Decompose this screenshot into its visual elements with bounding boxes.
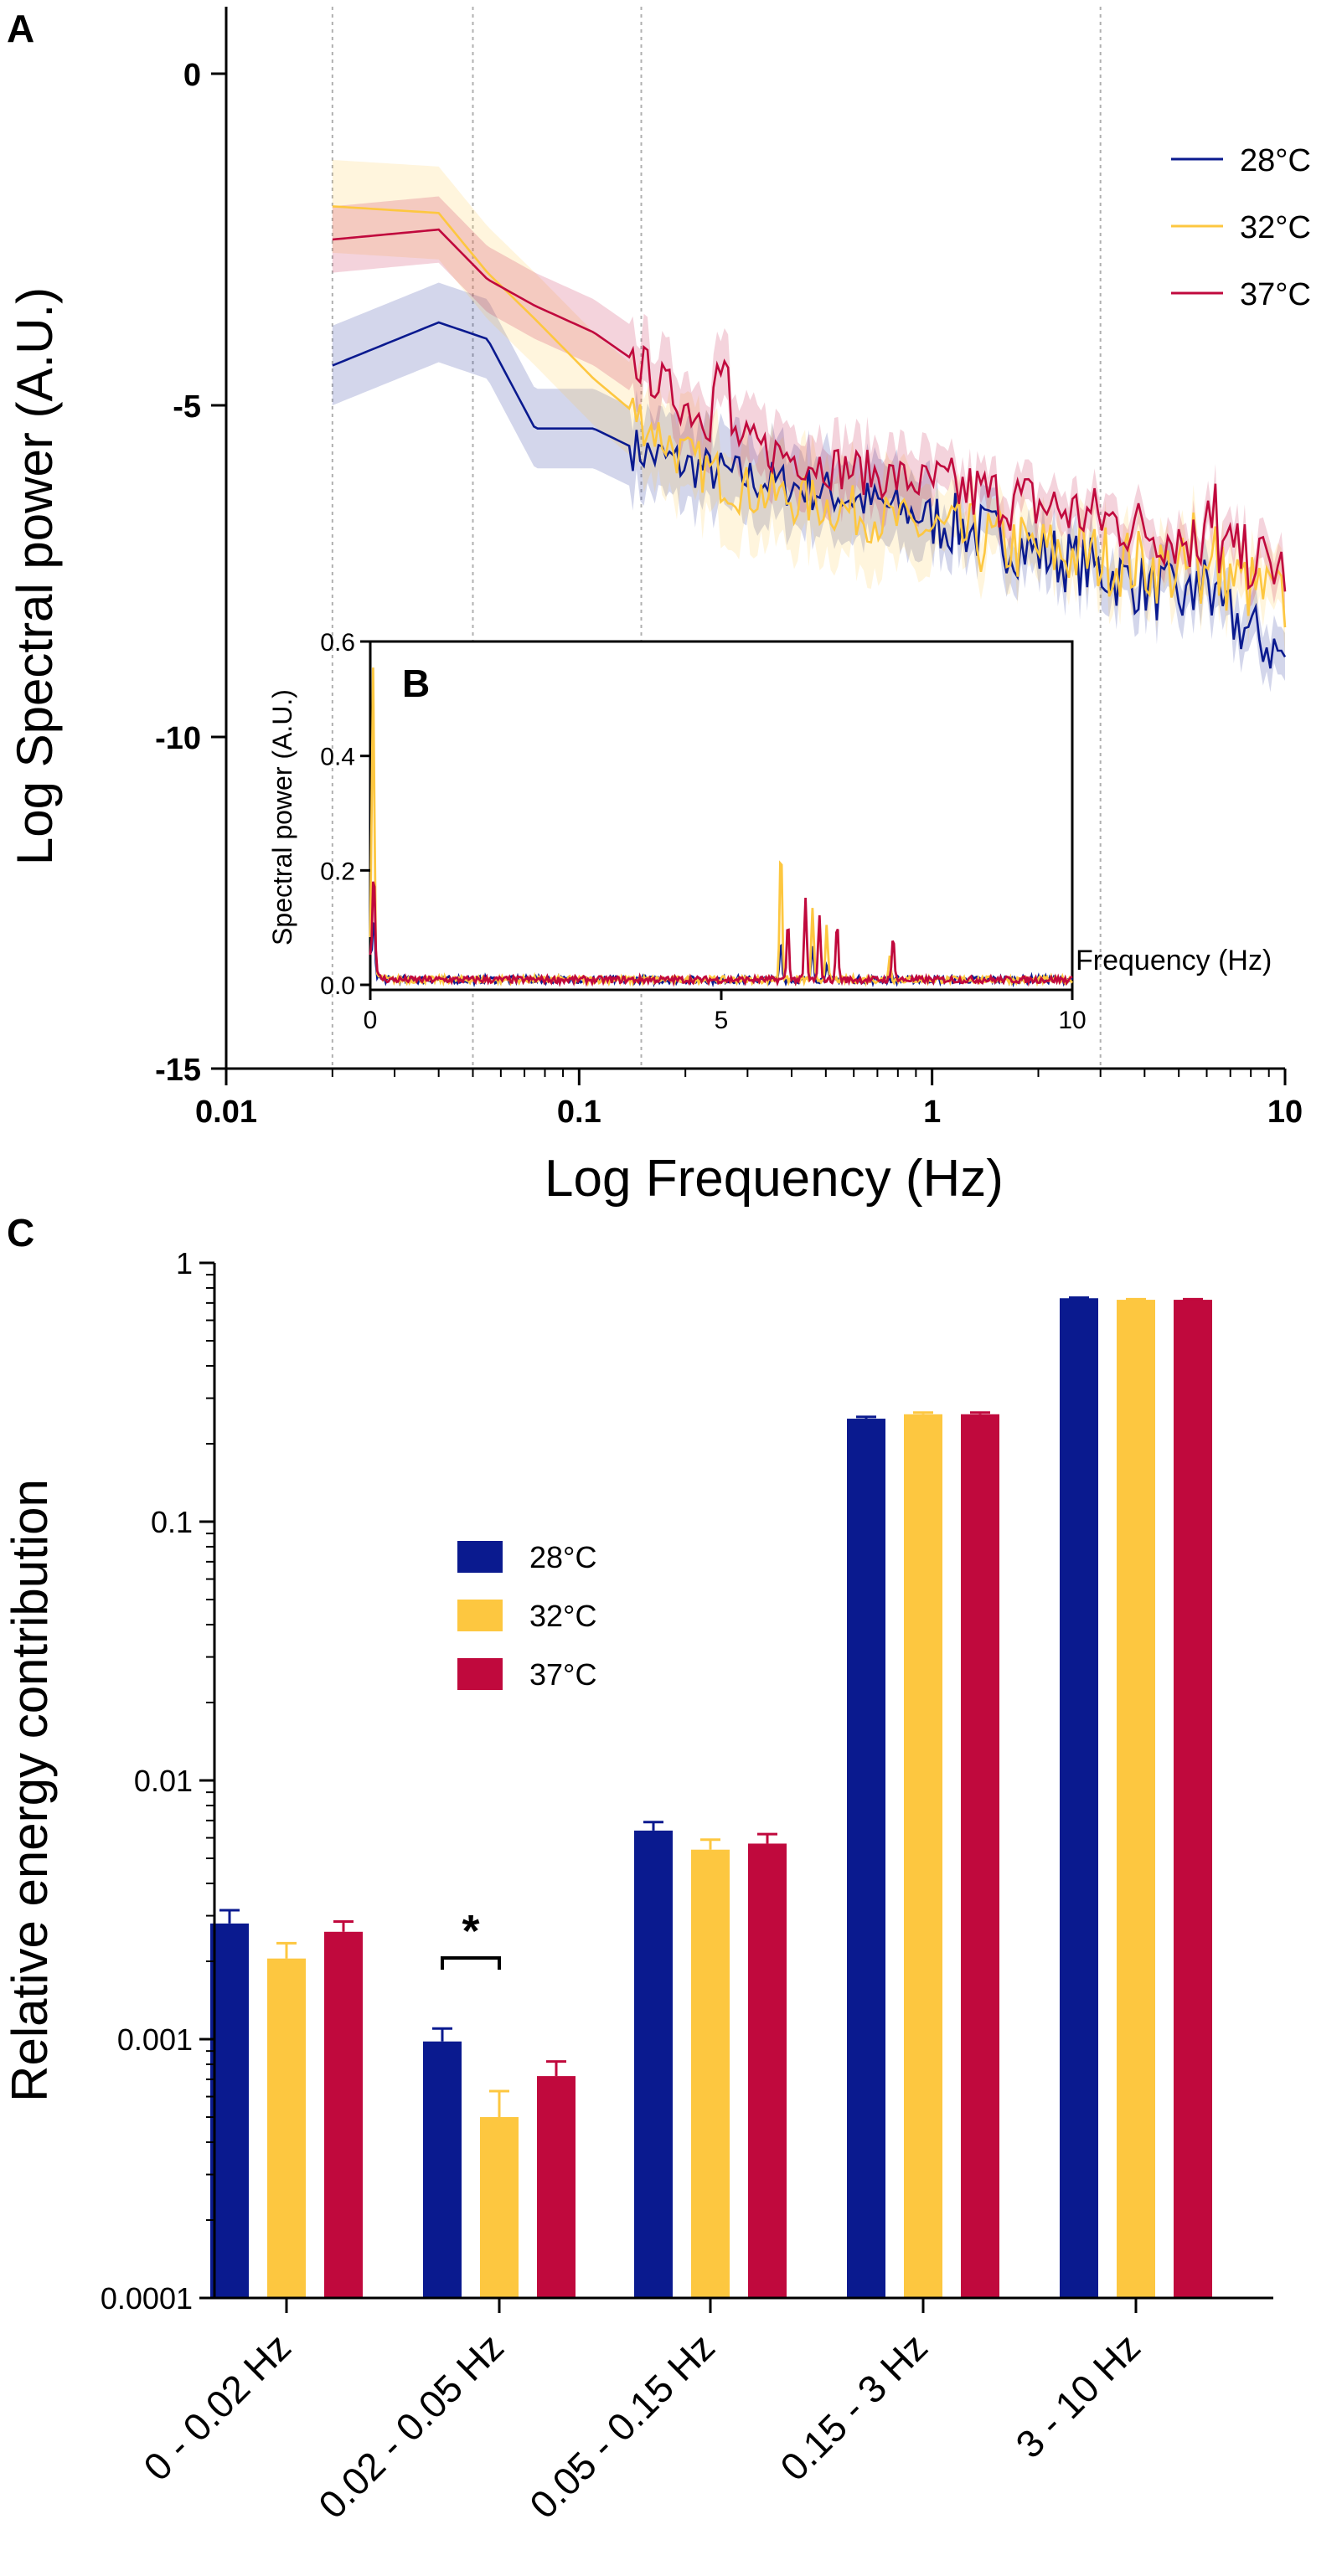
legend-swatch-32c <box>457 1600 503 1631</box>
significance-star: * <box>462 1906 479 1956</box>
x-tick-label: 0.01 <box>195 1095 257 1130</box>
inset-y-tick-label: 0.0 <box>320 972 355 1000</box>
panel-a-chart: 0 -5 -10 -15 0.01 0.1 1 10 28°C 32°C 37°C Log Fre… <box>7 7 1311 1208</box>
panel-a-y-axis-title: Log Spectral power (A.U.) <box>7 287 63 865</box>
panel-label-a: A <box>7 7 34 50</box>
series-band-32c <box>332 159 1285 656</box>
inset-y-tick-label: 0.4 <box>320 744 355 771</box>
legend-label-32c: 32°C <box>1240 210 1311 245</box>
legend-swatch-37c <box>457 1658 503 1690</box>
bar-32c <box>267 1958 306 2298</box>
inset-x-tick-label: 10 <box>1058 1007 1086 1034</box>
bar-32c <box>904 1414 942 2298</box>
x-tick-label: 10 <box>1267 1095 1303 1130</box>
category-label: 0.05 - 0.15 Hz <box>521 2325 723 2527</box>
y-tick-label: 0.1 <box>151 1505 193 1539</box>
bar-28c <box>423 2041 462 2298</box>
panel-b-frame <box>369 640 1074 992</box>
bar-28c <box>210 1923 249 2298</box>
category-label: 0.02 - 0.05 Hz <box>310 2325 512 2527</box>
panel-a-x-axis-title: Log Frequency (Hz) <box>545 1150 1004 1208</box>
bar-32c <box>1117 1300 1155 2298</box>
category-label: 0.15 - 3 Hz <box>772 2325 936 2489</box>
bar-28c <box>847 1419 885 2298</box>
x-tick-label: 0.1 <box>557 1095 601 1130</box>
inset-series-line-37c <box>369 881 1073 987</box>
series-band-37c <box>332 196 1285 612</box>
significance-bracket <box>441 1956 501 1970</box>
panel-c-chart: 0 - 0.02 Hz 0.02 - 0.05 Hz 0.05 - 0.15 Hz 0… <box>2 1246 1273 2527</box>
bar-37c <box>324 1931 363 2298</box>
panel-label-b: B <box>402 662 430 705</box>
y-tick-label: -5 <box>173 389 201 425</box>
bar-32c <box>480 2117 519 2298</box>
bar-37c <box>961 1414 999 2298</box>
x-tick-label: 1 <box>923 1095 941 1130</box>
panel-c-y-axis-title: Relative energy contribution <box>2 1479 58 2102</box>
legend-label-37c: 37°C <box>1240 277 1311 312</box>
series-band-28c <box>332 282 1285 693</box>
inset-x-tick-label: 0 <box>364 1007 378 1034</box>
bar-37c <box>537 2076 576 2298</box>
category-label: 3 - 10 Hz <box>1007 2325 1148 2466</box>
legend-label-28c: 28°C <box>529 1540 596 1574</box>
y-tick-label: 0.0001 <box>101 2281 193 2316</box>
inset-y-tick-label: 0.2 <box>320 858 355 885</box>
y-tick-label: 0.01 <box>134 1764 193 1798</box>
category-label: 0 - 0.02 Hz <box>135 2325 299 2489</box>
panel-b-inset-chart: B 0.0 0.2 0.4 0.6 0 5 10 Frequency (Hz) Spectr… <box>267 629 1272 1034</box>
legend-label-32c: 32°C <box>529 1599 596 1633</box>
legend-label-37c: 37°C <box>529 1657 596 1692</box>
legend-label-28c: 28°C <box>1240 143 1311 178</box>
bar-28c <box>1060 1298 1098 2298</box>
panel-label-c: C <box>7 1211 34 1255</box>
y-tick-label: -10 <box>155 721 201 756</box>
bar-37c <box>748 1843 787 2298</box>
bar-37c <box>1174 1300 1212 2298</box>
panel-b-y-axis-title: Spectral power (A.U.) <box>267 689 297 945</box>
inset-x-tick-label: 5 <box>715 1007 729 1034</box>
inset-y-tick-label: 0.6 <box>320 629 355 657</box>
y-tick-label: 1 <box>176 1246 193 1280</box>
panel-b-x-axis-title: Frequency (Hz) <box>1076 945 1272 976</box>
legend-swatch-28c <box>457 1541 503 1573</box>
series-line-32c <box>332 205 1287 628</box>
y-tick-label: -15 <box>155 1053 201 1088</box>
y-tick-label: 0.001 <box>117 2022 193 2057</box>
series-line-37c <box>332 228 1287 592</box>
bar-32c <box>691 1849 730 2298</box>
y-tick-label: 0 <box>183 58 201 93</box>
bar-28c <box>634 1830 673 2298</box>
